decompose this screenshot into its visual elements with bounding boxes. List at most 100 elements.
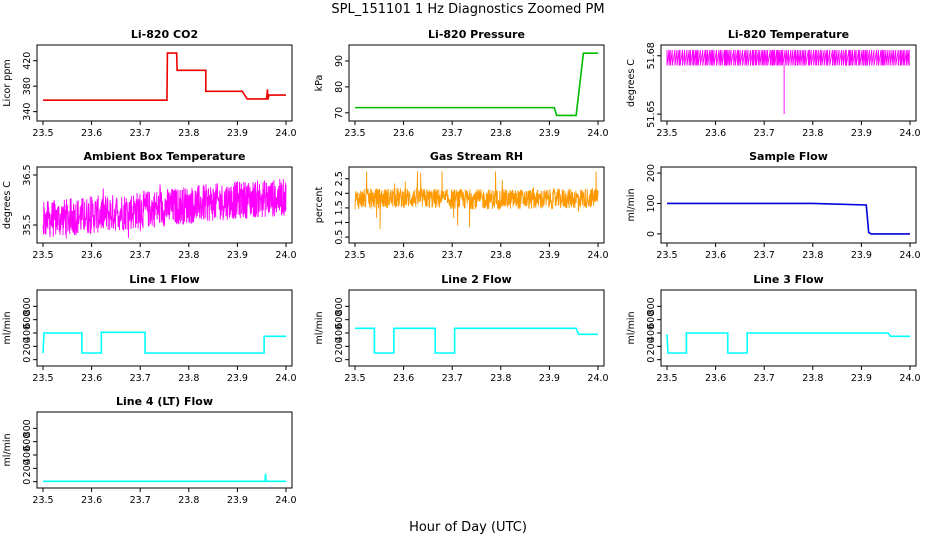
x-tick-label: 23.6: [81, 373, 102, 384]
x-tick-label: 23.6: [705, 128, 726, 139]
y-axis-label: ml/min: [2, 433, 13, 466]
y-axis-label: degrees C: [626, 59, 637, 107]
y-tick-label: 0: [646, 231, 657, 237]
series-line: [666, 332, 910, 354]
plot-frame: [36, 411, 293, 489]
x-tick-label: 24.0: [899, 128, 920, 139]
y-axis-label: ml/min: [626, 311, 637, 344]
y-tick-label: 0: [646, 357, 657, 363]
series-line: [355, 52, 598, 117]
y-tick-label: 1: [334, 219, 345, 225]
panel-5: Gas Stream RH 23.5 23.6 23.7 23.8 23.9 24.0 0.5…: [314, 150, 609, 261]
panel-title: Li-820 Temperature: [728, 28, 849, 41]
x-tick-label: 23.5: [32, 128, 53, 139]
y-axis-label: Licor ppm: [2, 59, 13, 106]
x-tick-label: 24.0: [587, 250, 608, 261]
x-tick-label: 23.7: [130, 128, 151, 139]
panel-title: Li-820 Pressure: [428, 28, 525, 41]
x-tick-label: 24.0: [275, 128, 296, 139]
x-tick-label: 23.5: [32, 373, 53, 384]
y-tick-label: 35.5: [22, 214, 33, 235]
y-tick-label: 200: [22, 337, 33, 355]
x-tick-label: 24.0: [275, 250, 296, 261]
x-tick-label: 23.8: [490, 250, 511, 261]
series-line: [43, 473, 286, 483]
y-axis-label: ml/min: [626, 188, 637, 221]
y-tick-label: 400: [646, 324, 657, 342]
x-axis-label: Hour of Day (UTC): [409, 520, 527, 535]
x-tick-label: 23.7: [754, 128, 775, 139]
panel-title: Line 1 Flow: [129, 273, 199, 286]
y-tick-label: 51.65: [646, 101, 657, 128]
x-tick-label: 23.9: [227, 128, 248, 139]
y-tick-label: 800: [334, 297, 345, 315]
x-tick-label: 23.6: [705, 250, 726, 261]
x-tick-label: 23.9: [851, 128, 872, 139]
y-tick-label: 340: [22, 103, 33, 121]
x-tick-label: 23.5: [344, 128, 365, 139]
x-tick-label: 23.9: [539, 250, 560, 261]
panel-1: Li-820 CO2 23.5 23.6 23.7 23.8 23.9 24.0 340 380…: [2, 28, 297, 139]
x-tick-label: 23.7: [130, 495, 151, 506]
figure-title: SPL_151101 1 Hz Diagnostics Zoomed PM: [331, 2, 604, 17]
y-tick-label: 0: [22, 479, 33, 485]
x-tick-label: 23.5: [656, 250, 677, 261]
y-tick-label: 70: [334, 107, 345, 119]
plot-frame: [660, 289, 917, 367]
x-tick-label: 23.9: [851, 250, 872, 261]
y-tick-label: 0: [22, 357, 33, 363]
x-tick-label: 23.5: [32, 495, 53, 506]
y-tick-label: 90: [334, 55, 345, 67]
x-tick-label: 23.5: [344, 250, 365, 261]
panel-title: Line 2 Flow: [441, 273, 511, 286]
x-tick-label: 23.6: [81, 495, 102, 506]
series-line: [42, 178, 287, 239]
x-tick-label: 23.6: [81, 250, 102, 261]
plot-frame: [348, 44, 605, 122]
x-tick-label: 23.8: [802, 128, 823, 139]
y-tick-label: 800: [22, 297, 33, 315]
plot-frame: [36, 166, 293, 244]
series-line: [667, 202, 910, 235]
x-tick-label: 23.8: [802, 250, 823, 261]
x-tick-label: 23.7: [442, 250, 463, 261]
x-tick-label: 24.0: [587, 373, 608, 384]
y-tick-label: 36.5: [22, 164, 33, 185]
y-axis-label: ml/min: [2, 311, 13, 344]
y-tick-label: 800: [646, 297, 657, 315]
x-tick-label: 23.6: [393, 250, 414, 261]
x-tick-label: 24.0: [275, 495, 296, 506]
series-line: [42, 331, 286, 354]
y-tick-label: 51.68: [646, 42, 657, 69]
y-tick-label: 600: [334, 311, 345, 329]
x-tick-label: 23.7: [754, 373, 775, 384]
x-tick-label: 23.9: [539, 128, 560, 139]
x-tick-label: 23.5: [344, 373, 365, 384]
x-tick-label: 23.6: [393, 128, 414, 139]
x-tick-label: 23.7: [442, 373, 463, 384]
panel-8: Line 2 Flow 23.5 23.6 23.7 23.8 23.9 24.0 0 2004…: [314, 273, 609, 384]
x-tick-label: 24.0: [899, 250, 920, 261]
x-tick-label: 23.6: [705, 373, 726, 384]
y-tick-label: 200: [646, 337, 657, 355]
y-tick-label: 420: [22, 52, 33, 70]
x-tick-label: 23.7: [130, 250, 151, 261]
y-tick-label: 1.5: [334, 200, 345, 215]
x-tick-label: 23.5: [32, 250, 53, 261]
y-tick-label: 0.5: [334, 230, 345, 245]
x-tick-label: 23.8: [490, 373, 511, 384]
x-tick-label: 23.9: [227, 495, 248, 506]
x-tick-label: 23.5: [656, 128, 677, 139]
panel-10: Line 4 (LT) Flow 23.5 23.6 23.7 23.8 23.9 24.0…: [2, 395, 297, 506]
panel-7: Line 1 Flow 23.5 23.6 23.7 23.8 23.9 24.0 0 2004…: [2, 273, 297, 384]
x-tick-label: 23.8: [178, 495, 199, 506]
panel-4: Ambient Box Temperature 23.5 23.6 23.7 23.8 2…: [2, 150, 297, 261]
x-tick-label: 23.7: [130, 373, 151, 384]
y-axis-label: ml/min: [314, 311, 325, 344]
x-tick-label: 23.9: [227, 373, 248, 384]
x-tick-label: 23.8: [490, 128, 511, 139]
plot-frame: [348, 289, 605, 367]
x-tick-label: 23.8: [178, 128, 199, 139]
y-tick-label: 400: [334, 324, 345, 342]
